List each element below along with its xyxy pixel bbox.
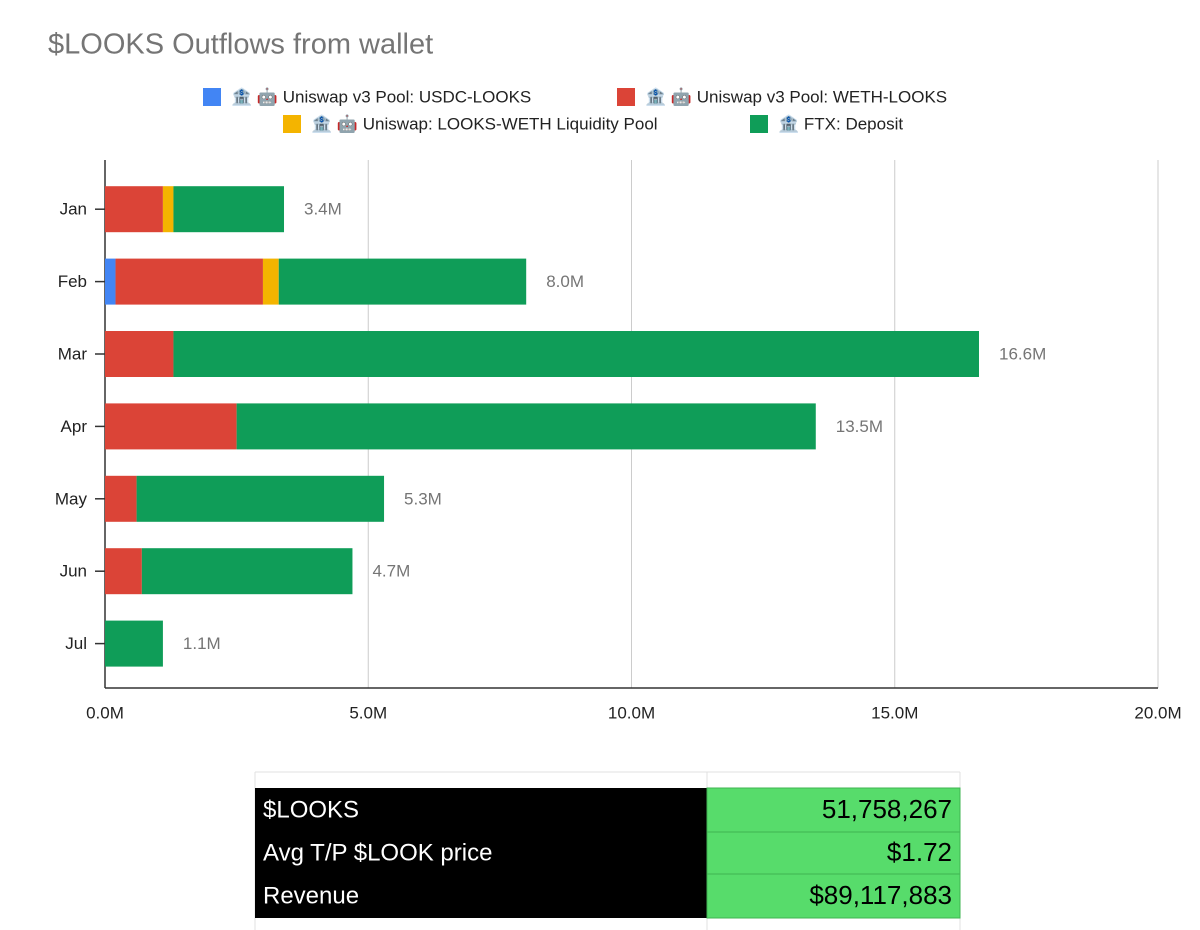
table-cell xyxy=(255,874,707,918)
y-tick-label: Jul xyxy=(65,634,87,653)
bar-segment xyxy=(141,548,353,595)
x-tick-label: 0.0M xyxy=(86,703,124,722)
table-cell xyxy=(706,873,961,919)
y-tick-label: Mar xyxy=(58,344,88,363)
legend-label: 🏦 🤖 Uniswap v3 Pool: USDC-LOOKS xyxy=(231,86,531,106)
bar-segment xyxy=(105,475,137,522)
bar-segment xyxy=(105,186,163,233)
table-row-value: $89,117,883 xyxy=(809,880,952,910)
total-label: 13.5M xyxy=(836,417,883,436)
bar-segment xyxy=(105,258,116,305)
x-tick-label: 20.0M xyxy=(1134,703,1181,722)
legend-swatch xyxy=(203,88,221,106)
bar-segment xyxy=(115,258,263,305)
y-tick-label: Feb xyxy=(58,272,87,291)
legend-label: 🏦 🤖 Uniswap: LOOKS-WETH Liquidity Pool xyxy=(311,113,658,133)
legend-label: 🏦 FTX: Deposit xyxy=(778,113,903,133)
x-tick-label: 15.0M xyxy=(871,703,918,722)
bar-segment xyxy=(173,186,285,233)
bar-segment xyxy=(105,548,142,595)
x-tick-label: 5.0M xyxy=(349,703,387,722)
bar-segment xyxy=(162,186,174,233)
total-label: 1.1M xyxy=(183,634,221,653)
table-cell xyxy=(255,788,707,832)
table-row-value: $1.72 xyxy=(887,837,952,867)
table-row-label: Revenue xyxy=(263,882,359,909)
table-row-value: 51,758,267 xyxy=(822,794,952,824)
bar-segment xyxy=(105,331,174,377)
legend-swatch xyxy=(283,115,301,133)
table-cell xyxy=(706,787,961,833)
bar-segment xyxy=(262,258,279,305)
bar-segment xyxy=(105,403,237,450)
bar-segment xyxy=(278,258,527,305)
bar-segment xyxy=(105,620,163,667)
total-label: 16.6M xyxy=(999,344,1046,363)
total-label: 4.7M xyxy=(372,562,410,581)
bar-segment xyxy=(173,331,979,377)
table-row-label: $LOOKS xyxy=(263,796,359,823)
total-label: 8.0M xyxy=(546,272,584,291)
legend-swatch xyxy=(750,115,768,133)
chart-title: $LOOKS Outflows from wallet xyxy=(48,29,433,61)
x-tick-label: 10.0M xyxy=(608,703,655,722)
y-tick-label: Jan xyxy=(60,200,87,219)
y-tick-label: May xyxy=(55,489,88,508)
table-row-label: Avg T/P $LOOK price xyxy=(263,839,492,866)
legend-swatch xyxy=(617,88,635,106)
table-cell xyxy=(706,831,961,875)
legend-label: 🏦 🤖 Uniswap v3 Pool: WETH-LOOKS xyxy=(645,86,947,106)
bar-segment xyxy=(136,475,385,522)
table-cell xyxy=(255,832,707,874)
y-tick-label: Jun xyxy=(60,562,87,581)
total-label: 3.4M xyxy=(304,200,342,219)
bar-segment xyxy=(236,403,816,450)
y-tick-label: Apr xyxy=(61,417,88,436)
total-label: 5.3M xyxy=(404,489,442,508)
